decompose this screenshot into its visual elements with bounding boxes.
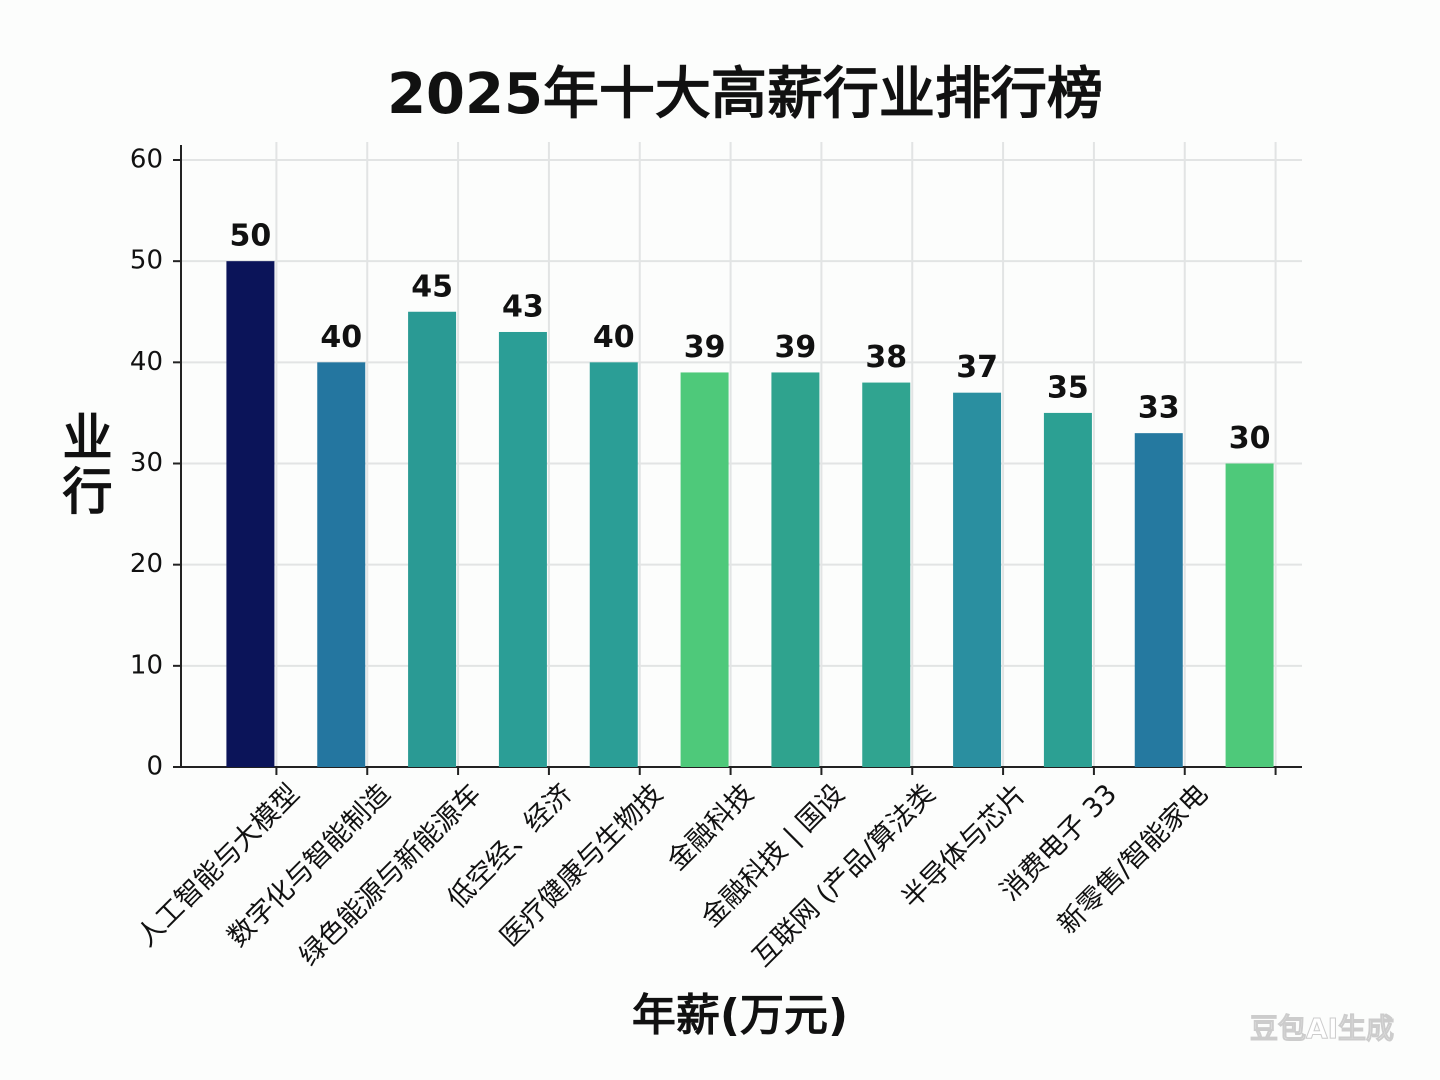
- value-label: 35: [1047, 370, 1089, 405]
- bar: [1225, 463, 1274, 767]
- y-tick-label: 40: [130, 347, 163, 377]
- y-tick-label: 50: [130, 246, 163, 276]
- y-tick-label: 10: [130, 650, 163, 680]
- chart-title: 2025年十大高薪行业排行榜: [387, 62, 1103, 127]
- bar: [771, 372, 820, 767]
- x-axis-title: 年薪(万元): [632, 990, 848, 1041]
- value-label: 45: [411, 269, 453, 304]
- value-label: 40: [320, 320, 362, 355]
- y-axis-title: 业行: [55, 411, 113, 519]
- bar: [226, 261, 275, 767]
- value-label: 39: [775, 330, 817, 365]
- bar: [1134, 433, 1183, 767]
- value-label: 40: [593, 320, 635, 355]
- y-tick-label: 20: [130, 549, 163, 579]
- bar: [498, 331, 547, 767]
- y-tick-label: 60: [130, 145, 163, 175]
- bar: [862, 382, 911, 767]
- value-label: 38: [865, 340, 907, 375]
- bar: [317, 362, 366, 767]
- y-tick-label: 30: [130, 448, 163, 478]
- value-label: 43: [502, 289, 544, 324]
- watermark: 豆包AI生成: [1250, 1012, 1394, 1045]
- bar: [953, 392, 1002, 767]
- value-label: 33: [1138, 391, 1180, 426]
- value-label: 39: [684, 330, 726, 365]
- bar: [680, 372, 729, 767]
- bar: [408, 311, 457, 767]
- y-tick-label: 0: [146, 752, 163, 782]
- bar: [1043, 412, 1092, 767]
- value-label: 30: [1229, 421, 1271, 456]
- value-label: 37: [956, 350, 998, 385]
- bar: [589, 362, 638, 767]
- value-label: 50: [230, 219, 272, 254]
